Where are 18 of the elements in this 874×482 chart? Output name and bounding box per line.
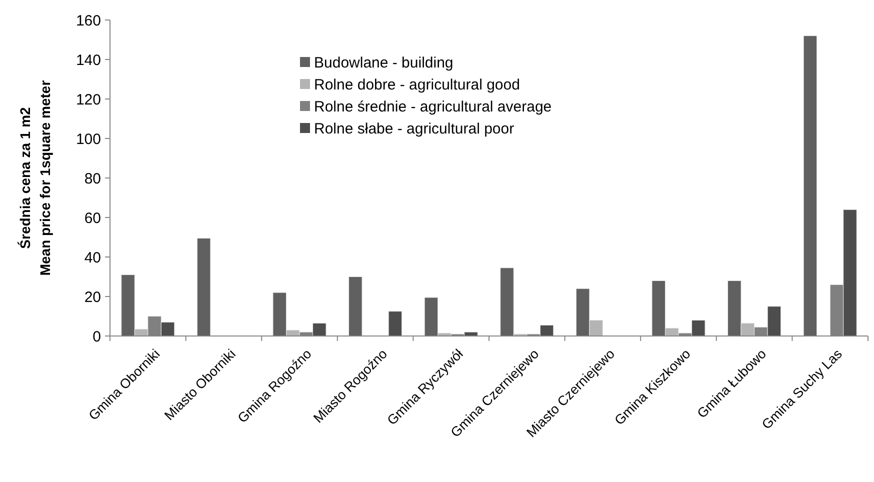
bar <box>388 311 402 336</box>
y-tick-label: 80 <box>84 170 101 188</box>
bar <box>196 238 211 336</box>
y-tick-label: 0 <box>92 328 101 346</box>
legend-label: Rolne średnie - agricultural average <box>314 98 552 116</box>
legend-label: Budowlane - building <box>314 54 454 72</box>
legend-label: Rolne słabe - agricultural poor <box>314 120 514 138</box>
y-tick-label: 60 <box>84 210 101 227</box>
y-tick-label: 120 <box>76 91 101 108</box>
bar <box>803 36 818 336</box>
y-axis-title: Średnia cena za 1 m2 Mean price for 1square meter <box>17 80 53 276</box>
y-tick-label: 20 <box>84 288 101 306</box>
y-tick-label: 160 <box>76 12 101 30</box>
y-tick-label: 140 <box>76 52 101 69</box>
legend-label: Rolne dobre - agricultural good <box>314 76 520 94</box>
y-tick-label: 100 <box>76 130 101 148</box>
y-tick-label: 40 <box>84 249 101 266</box>
bar <box>348 276 362 336</box>
